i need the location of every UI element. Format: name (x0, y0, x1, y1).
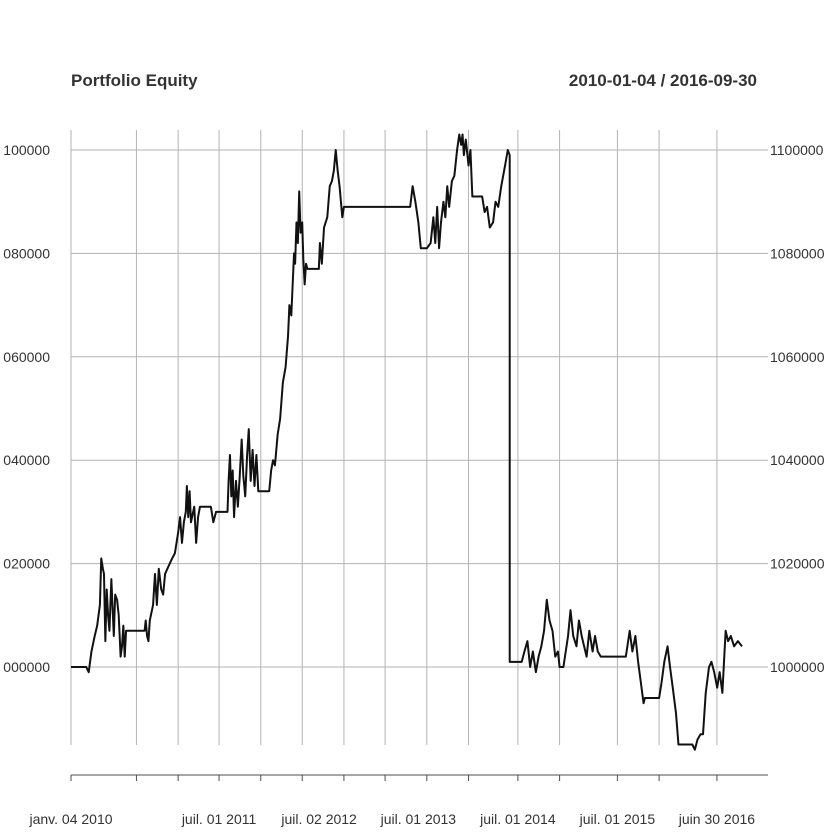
series-layer (71, 133, 743, 751)
x-tick-label: janv. 04 2010 (28, 811, 112, 827)
x-tick-label: juil. 01 2013 (380, 811, 457, 827)
x-tick-label: juil. 01 2011 (181, 811, 257, 827)
x-tick-label: juil. 01 2015 (579, 811, 656, 827)
x-tick-label: juil. 02 2012 (280, 811, 357, 827)
grid-layer (70, 130, 768, 745)
y-tick-label-left: 060000 (3, 349, 50, 365)
y-tick-label-right: 1060000 (770, 349, 825, 365)
y-tick-label-left: 080000 (3, 245, 50, 261)
y-tick-label-right: 1100000 (770, 142, 824, 158)
y-tick-label-left: 000000 (3, 659, 50, 675)
y-tick-label-left: 100000 (3, 142, 50, 158)
chart-date-range: 2010-01-04 / 2016-09-30 (569, 71, 757, 90)
y-tick-label-right: 1020000 (770, 556, 825, 572)
y-tick-label-right: 1040000 (770, 452, 825, 468)
x-tick-label: juin 30 2016 (678, 811, 756, 827)
equity-series-line (71, 133, 743, 751)
y-tick-label-left: 040000 (3, 452, 50, 468)
x-tick-label: juil. 01 2014 (479, 811, 556, 827)
chart-title: Portfolio Equity (71, 71, 198, 90)
y-tick-label-right: 1000000 (770, 659, 825, 675)
axis-layer: 000000 1000000 020000 1020000 040000 1040000 0… (3, 142, 824, 827)
y-tick-label-right: 1080000 (770, 245, 825, 261)
y-tick-label-left: 020000 (3, 556, 50, 572)
